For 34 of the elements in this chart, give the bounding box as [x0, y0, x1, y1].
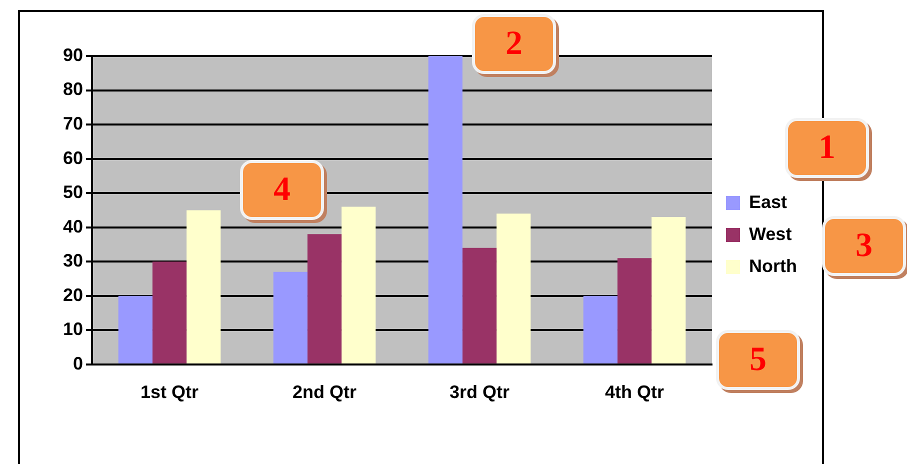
y-tick-label: 0	[73, 353, 84, 374]
y-tick-label: 90	[62, 44, 84, 65]
bar	[118, 296, 152, 364]
y-tick-label: 30	[62, 250, 84, 271]
y-tick-label: 40	[62, 216, 84, 236]
y-tick-label: 50	[62, 182, 84, 202]
bar	[583, 296, 618, 364]
y-tick-label: 20	[62, 284, 84, 305]
y-tick-label: 60	[62, 148, 84, 168]
bar	[273, 272, 308, 364]
annotation: 4	[240, 160, 324, 220]
legend-label: West	[749, 224, 792, 244]
text: 5	[716, 330, 800, 390]
y-tick-label: 10	[62, 319, 84, 340]
legend-label: East	[749, 192, 788, 212]
text: 1	[785, 118, 869, 178]
bar	[617, 258, 652, 364]
bar	[462, 248, 497, 364]
bar	[152, 262, 187, 364]
annotation: 2	[472, 14, 556, 74]
y-tick-label: 70	[62, 114, 84, 134]
x-tick-label: 1st Qtr	[140, 382, 199, 402]
bar	[307, 234, 342, 364]
bar	[186, 210, 221, 364]
x-tick-label: 3rd Qtr	[450, 382, 510, 402]
legend-label: North	[749, 256, 798, 276]
y-tick-label: 80	[62, 79, 84, 100]
bar	[342, 206, 376, 364]
bar	[496, 214, 531, 364]
bar	[428, 56, 462, 364]
x-tick-label: 4th Qtr	[605, 382, 664, 402]
x-tick-label: 2nd Qtr	[292, 382, 357, 402]
text: 3	[822, 216, 906, 276]
bar	[652, 217, 686, 364]
